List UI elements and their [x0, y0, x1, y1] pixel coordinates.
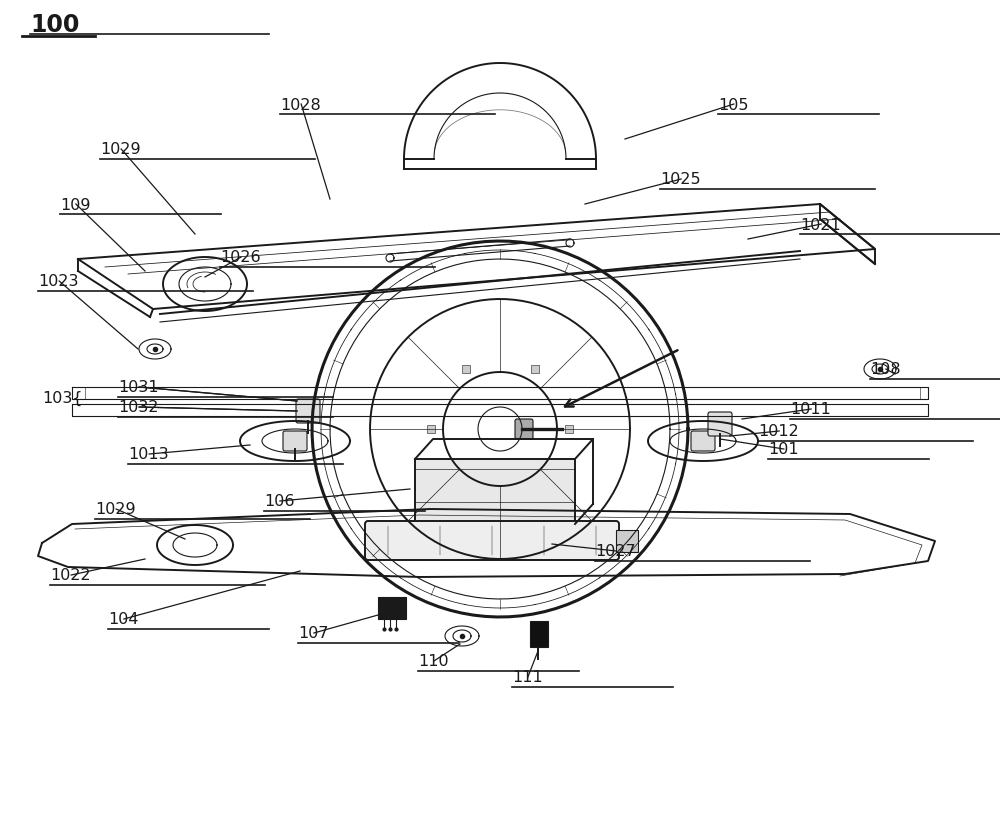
Text: 108: 108 [870, 362, 901, 377]
Text: 1032: 1032 [118, 400, 158, 415]
Text: 1029: 1029 [100, 143, 141, 157]
Text: 1023: 1023 [38, 274, 78, 289]
Bar [530, 485, 538, 493]
FancyBboxPatch shape [708, 413, 732, 437]
Bar [530, 366, 538, 373]
FancyBboxPatch shape [530, 622, 548, 647]
FancyBboxPatch shape [283, 432, 307, 451]
FancyBboxPatch shape [415, 459, 575, 524]
FancyBboxPatch shape [365, 522, 619, 560]
Text: 110: 110 [418, 654, 449, 668]
FancyBboxPatch shape [296, 400, 320, 423]
Text: 1031: 1031 [118, 380, 159, 395]
FancyBboxPatch shape [378, 597, 406, 619]
Text: 109: 109 [60, 197, 90, 212]
Text: 1028: 1028 [280, 97, 321, 112]
Bar [462, 366, 470, 373]
Text: 1021: 1021 [800, 217, 841, 233]
Text: 1026: 1026 [220, 250, 261, 265]
Text: 1029: 1029 [95, 502, 136, 517]
FancyBboxPatch shape [515, 419, 533, 440]
FancyBboxPatch shape [691, 432, 715, 451]
Text: 1027: 1027 [595, 544, 636, 559]
Text: 1022: 1022 [50, 568, 91, 583]
Text: 1011: 1011 [790, 402, 831, 417]
Bar [462, 485, 470, 493]
Bar [616, 531, 638, 552]
Text: 1013: 1013 [128, 447, 169, 462]
Text: 104: 104 [108, 612, 138, 627]
Text: 101: 101 [768, 442, 799, 457]
Text: 1025: 1025 [660, 172, 701, 188]
Bar [565, 426, 573, 433]
Text: 103{: 103{ [42, 390, 82, 405]
Text: 105: 105 [718, 97, 748, 112]
Text: 1012: 1012 [758, 424, 799, 439]
Text: 107: 107 [298, 626, 328, 640]
Text: 100: 100 [30, 13, 79, 37]
Text: 106: 106 [264, 494, 294, 509]
Text: 111: 111 [512, 670, 543, 685]
Bar [427, 426, 435, 433]
